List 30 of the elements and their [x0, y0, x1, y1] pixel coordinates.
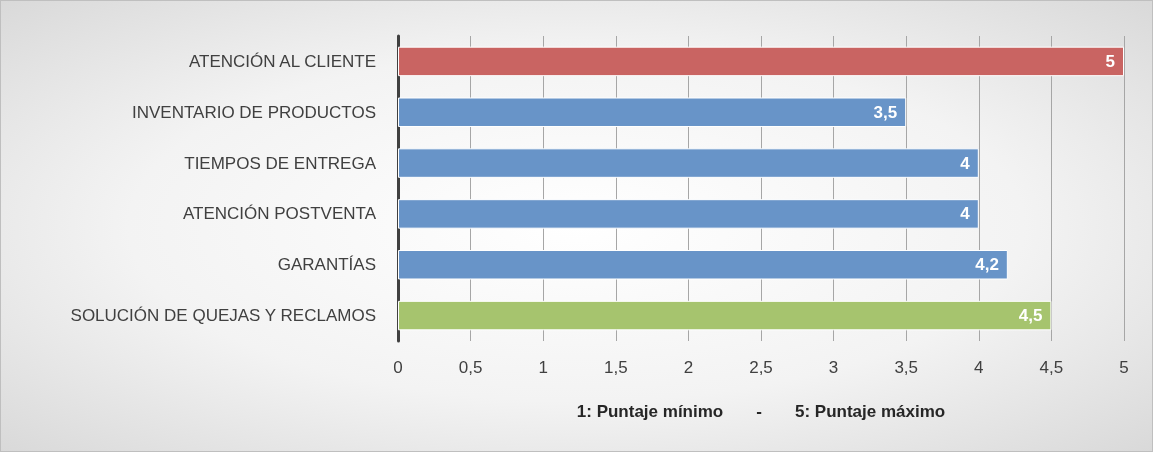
x-tick-label: 4,5	[1039, 358, 1064, 377]
bar	[398, 199, 979, 229]
data-label: 4,2	[975, 255, 999, 275]
data-label: 4,5	[1018, 306, 1043, 326]
x-tick-label: 5	[1119, 358, 1129, 377]
x-axis-title: 1: Puntaje mínimo - 5: Puntaje máximo	[576, 402, 946, 421]
x-tick-label: 0,5	[458, 358, 483, 377]
data-label: 4	[960, 153, 971, 173]
bar	[398, 148, 979, 178]
bar	[398, 250, 1008, 280]
bar	[398, 300, 1052, 331]
x-tick-label: 0	[393, 358, 403, 377]
data-label: 3,5	[873, 102, 898, 122]
y-tick-label: ATENCIÓN AL CLIENTE	[188, 51, 376, 71]
y-tick-label: TIEMPOS DE ENTREGA	[184, 153, 377, 173]
y-tick-label: SOLUCIÓN DE QUEJAS Y RECLAMOS	[70, 306, 376, 326]
y-tick-label: ATENCIÓN POSTVENTA	[182, 204, 377, 224]
x-tick-label: 2,5	[749, 358, 773, 377]
y-tick-label: INVENTARIO DE PRODUCTOS	[131, 102, 376, 122]
x-tick-label: 3	[828, 358, 839, 377]
bar	[398, 46, 1124, 77]
bar	[398, 97, 907, 127]
x-tick-label: 2	[683, 358, 694, 377]
x-tick-label: 4	[974, 358, 984, 377]
y-tick-label: GARANTÍAS	[277, 255, 376, 275]
data-label: 4	[960, 204, 971, 224]
x-tick-label: 1,5	[603, 358, 628, 377]
x-tick-label: 3,5	[894, 358, 919, 377]
x-tick-label: 1	[538, 358, 548, 377]
data-label: 5	[1105, 51, 1115, 71]
